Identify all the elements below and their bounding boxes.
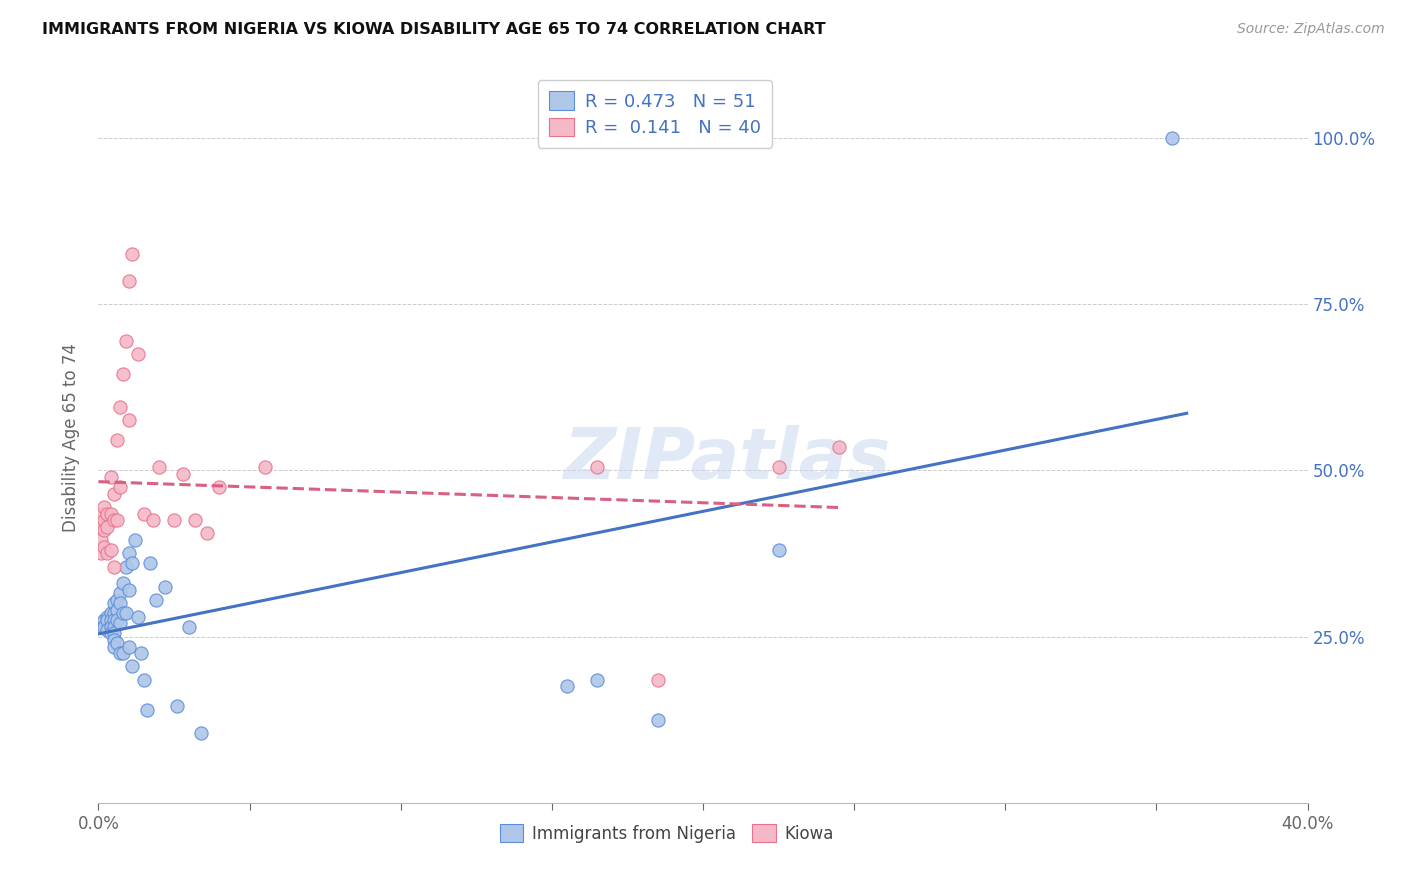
Point xyxy=(108,596,131,610)
Point xyxy=(103,626,125,640)
Point xyxy=(124,533,146,548)
Point xyxy=(114,607,136,621)
Point xyxy=(103,486,125,500)
Point xyxy=(114,559,136,574)
Point xyxy=(253,460,276,475)
Point xyxy=(105,603,128,617)
Point xyxy=(647,673,669,687)
Point xyxy=(118,413,141,427)
Point xyxy=(647,713,669,727)
Point xyxy=(96,546,118,560)
Point xyxy=(108,616,131,631)
Point xyxy=(111,367,134,381)
Point xyxy=(96,623,118,637)
Point xyxy=(108,646,131,660)
Point xyxy=(172,467,194,481)
Point xyxy=(108,400,131,414)
Point xyxy=(103,613,125,627)
Point xyxy=(145,593,167,607)
Point xyxy=(103,607,125,621)
Point xyxy=(105,613,128,627)
Point xyxy=(96,520,118,534)
Point xyxy=(103,596,125,610)
Point xyxy=(105,636,128,650)
Y-axis label: Disability Age 65 to 74: Disability Age 65 to 74 xyxy=(62,343,80,532)
Point xyxy=(96,609,118,624)
Point xyxy=(96,613,118,627)
Point xyxy=(100,543,122,558)
Point xyxy=(93,613,115,627)
Point xyxy=(132,507,155,521)
Point xyxy=(90,533,112,548)
Point xyxy=(142,513,165,527)
Point xyxy=(100,507,122,521)
Point xyxy=(586,673,609,687)
Point xyxy=(1160,131,1182,145)
Point xyxy=(93,513,115,527)
Point xyxy=(184,513,207,527)
Point xyxy=(103,513,125,527)
Point xyxy=(114,334,136,348)
Point xyxy=(148,460,170,475)
Point xyxy=(118,582,141,597)
Point xyxy=(111,646,134,660)
Point xyxy=(93,523,115,537)
Point xyxy=(105,434,128,448)
Point xyxy=(103,559,125,574)
Point xyxy=(828,440,851,454)
Text: Source: ZipAtlas.com: Source: ZipAtlas.com xyxy=(1237,22,1385,37)
Point xyxy=(108,586,131,600)
Point xyxy=(135,703,157,717)
Point xyxy=(100,607,122,621)
Point xyxy=(768,460,790,475)
Point xyxy=(90,520,112,534)
Point xyxy=(90,546,112,560)
Point xyxy=(132,673,155,687)
Point xyxy=(555,680,578,694)
Point xyxy=(121,557,143,571)
Point xyxy=(768,543,790,558)
Point xyxy=(100,619,122,633)
Point xyxy=(118,274,141,288)
Point xyxy=(111,576,134,591)
Point xyxy=(121,659,143,673)
Point xyxy=(103,640,125,654)
Point xyxy=(166,699,188,714)
Point xyxy=(118,546,141,560)
Point xyxy=(103,632,125,647)
Point xyxy=(108,480,131,494)
Point xyxy=(105,593,128,607)
Text: IMMIGRANTS FROM NIGERIA VS KIOWA DISABILITY AGE 65 TO 74 CORRELATION CHART: IMMIGRANTS FROM NIGERIA VS KIOWA DISABIL… xyxy=(42,22,825,37)
Point xyxy=(111,607,134,621)
Legend: Immigrants from Nigeria, Kiowa: Immigrants from Nigeria, Kiowa xyxy=(494,818,839,849)
Point xyxy=(153,580,176,594)
Point xyxy=(103,619,125,633)
Point xyxy=(127,347,149,361)
Point xyxy=(93,540,115,554)
Point xyxy=(208,480,231,494)
Point xyxy=(586,460,609,475)
Point xyxy=(93,619,115,633)
Point xyxy=(93,500,115,514)
Point xyxy=(90,619,112,633)
Text: ZIPatlas: ZIPatlas xyxy=(564,425,891,493)
Point xyxy=(118,640,141,654)
Point xyxy=(179,619,201,633)
Point xyxy=(121,247,143,261)
Point xyxy=(96,507,118,521)
Point xyxy=(190,726,212,740)
Point xyxy=(195,526,218,541)
Point xyxy=(127,609,149,624)
Point xyxy=(100,626,122,640)
Point xyxy=(129,646,152,660)
Point xyxy=(163,513,186,527)
Point xyxy=(100,470,122,484)
Point xyxy=(105,513,128,527)
Point xyxy=(100,613,122,627)
Point xyxy=(139,557,162,571)
Point xyxy=(90,507,112,521)
